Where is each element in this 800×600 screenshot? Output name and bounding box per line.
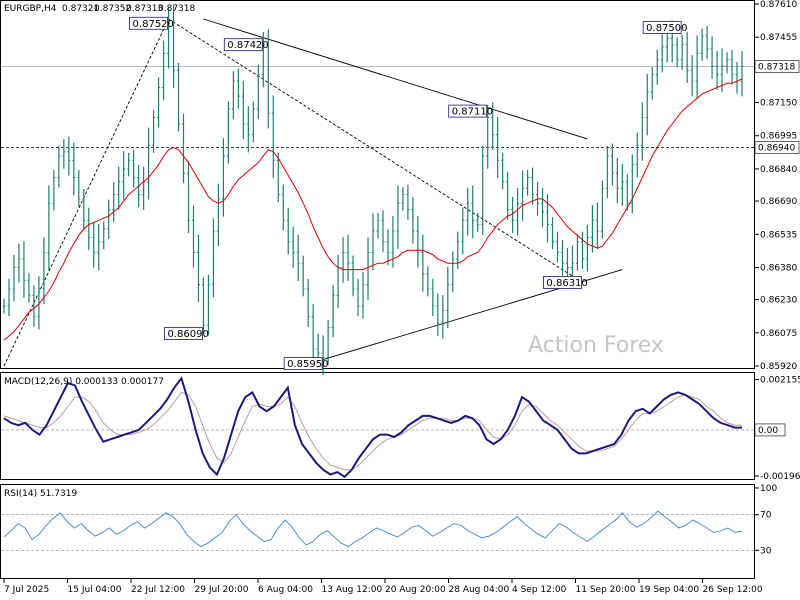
rsi-line bbox=[3, 510, 743, 548]
price-annotation-box bbox=[543, 276, 582, 289]
rsi-y-tick-label: 30 bbox=[760, 546, 772, 556]
main-y-tick-label: 0.86995 bbox=[760, 132, 797, 142]
main-y-tick-label: 0.85920 bbox=[760, 362, 797, 372]
main-y-tick-label: 0.87610 bbox=[760, 0, 797, 10]
price-annotation-label: 0.87500 bbox=[646, 23, 687, 34]
rsi-layer bbox=[1, 510, 754, 551]
price-annotation-box bbox=[448, 104, 488, 118]
x-tick-label: 26 Sep 12:00 bbox=[703, 585, 763, 595]
macd-value-box bbox=[754, 423, 786, 437]
price-annotation-box bbox=[223, 38, 263, 52]
price-annotation-label: 0.87420 bbox=[227, 40, 268, 51]
x-tick-label: 20 Aug 20:00 bbox=[385, 585, 446, 595]
dashed-trendline bbox=[168, 18, 583, 283]
main-panel-frame bbox=[0, 0, 755, 369]
price-annotation-label: 0.85950 bbox=[287, 359, 328, 370]
rsi-y-tick-label: 70 bbox=[760, 511, 772, 521]
macd-layer bbox=[1, 376, 754, 479]
rsi-panel-frame bbox=[0, 484, 755, 579]
watermark: Action Forex bbox=[528, 333, 664, 358]
x-tick-label: 22 Jul 12:00 bbox=[131, 585, 185, 595]
current-price-box bbox=[754, 60, 800, 73]
dashed-trendline bbox=[3, 18, 169, 367]
price-annotation-label: 0.87520 bbox=[133, 19, 174, 30]
main-y-tick-label: 0.87455 bbox=[760, 33, 797, 43]
price-annotation-box bbox=[642, 21, 682, 34]
x-tick-label: 28 Aug 04:00 bbox=[449, 585, 510, 595]
level-price-box bbox=[754, 141, 800, 154]
main-ohlc-close: 0.87318 bbox=[158, 4, 195, 14]
x-tick-label: 11 Sep 20:00 bbox=[576, 585, 636, 595]
axis-layer: 0.87610 0.87455 0.87318 0.87150 0.86995 0.868… bbox=[3, 0, 800, 595]
rsi-title: RSI(14) 51.7319 bbox=[4, 489, 77, 499]
level-price-label: 0.86940 bbox=[758, 144, 795, 154]
main-layer: 0.87520 0.87420 0.86090 0.85950 0.87110 0.863… bbox=[1, 5, 754, 376]
x-tick-label: 15 Jul 04:00 bbox=[68, 585, 122, 595]
main-y-tick-label: 0.87150 bbox=[760, 99, 797, 109]
main-symbol-title: EURGBP,H4 bbox=[4, 4, 57, 14]
price-annotation-box bbox=[283, 357, 323, 370]
solid-trendline bbox=[203, 18, 588, 140]
x-tick-label: 4 Sep 12:00 bbox=[512, 585, 567, 595]
price-annotation-box bbox=[129, 16, 168, 30]
main-ohlc-high: 0.87352 bbox=[94, 4, 131, 14]
main-y-tick-label: 0.86535 bbox=[760, 230, 797, 240]
x-tick-label: 19 Sep 04:00 bbox=[639, 585, 699, 595]
main-y-tick-label: 0.86690 bbox=[760, 197, 797, 207]
x-tick-label: 7 Jul 2025 bbox=[4, 585, 49, 595]
macd-panel-frame bbox=[0, 372, 755, 480]
macd-title: MACD(12,26,9) 0.000133 0.000177 bbox=[4, 377, 164, 387]
current-price-label: 0.87318 bbox=[758, 63, 795, 73]
main-y-tick-label: 0.86075 bbox=[760, 329, 797, 339]
main-y-tick-label: 0.86380 bbox=[760, 263, 797, 273]
main-y-tick-label: 0.86840 bbox=[760, 165, 797, 175]
macd-y-tick-label: -0.001965 bbox=[760, 472, 800, 482]
moving-average-line bbox=[3, 78, 743, 341]
rsi-y-tick-label: 100 bbox=[760, 484, 777, 494]
price-annotation-box bbox=[164, 327, 203, 340]
x-tick-label: 6 Aug 04:00 bbox=[258, 585, 313, 595]
x-tick-label: 13 Aug 12:00 bbox=[322, 585, 383, 595]
main-y-tick-label: 0.86230 bbox=[760, 296, 797, 306]
macd-value-label: 0.00 bbox=[758, 426, 778, 436]
price-annotation-label: 0.86090 bbox=[167, 329, 208, 340]
price-annotation-label: 0.87110 bbox=[452, 107, 493, 118]
main-ohlc-open: 0.87321 bbox=[62, 4, 99, 14]
price-annotation-label: 0.86310 bbox=[546, 278, 587, 289]
macd-y-tick-label: 0.002155 bbox=[760, 375, 800, 385]
main-ohlc-low: 0.87313 bbox=[126, 4, 163, 14]
x-tick-label: 29 Jul 20:00 bbox=[195, 585, 249, 595]
macd-line bbox=[3, 376, 742, 479]
